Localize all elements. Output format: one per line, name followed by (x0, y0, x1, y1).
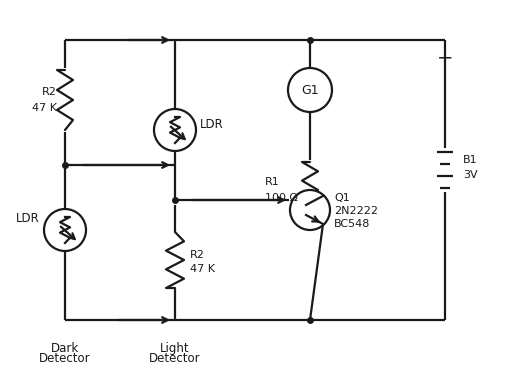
Text: R2: R2 (42, 87, 57, 97)
Text: LDR: LDR (200, 119, 224, 132)
Text: 3V: 3V (463, 170, 478, 180)
Text: Detector: Detector (39, 352, 91, 365)
Text: R2: R2 (190, 250, 205, 260)
Text: 47 K: 47 K (32, 103, 57, 113)
Text: Q1: Q1 (334, 193, 350, 203)
Text: Dark: Dark (51, 342, 79, 355)
Circle shape (288, 68, 332, 112)
Text: Light: Light (160, 342, 190, 355)
Text: Detector: Detector (149, 352, 201, 365)
Text: BC548: BC548 (334, 219, 370, 229)
Text: R1: R1 (265, 177, 280, 187)
Text: 2N2222: 2N2222 (334, 206, 378, 216)
Text: B1: B1 (463, 155, 478, 165)
Text: +: + (437, 49, 453, 67)
Text: 47 K: 47 K (190, 264, 215, 274)
Text: 100 Ω: 100 Ω (265, 193, 298, 203)
Text: G1: G1 (301, 84, 319, 97)
Circle shape (290, 190, 330, 230)
Text: LDR: LDR (16, 211, 40, 224)
